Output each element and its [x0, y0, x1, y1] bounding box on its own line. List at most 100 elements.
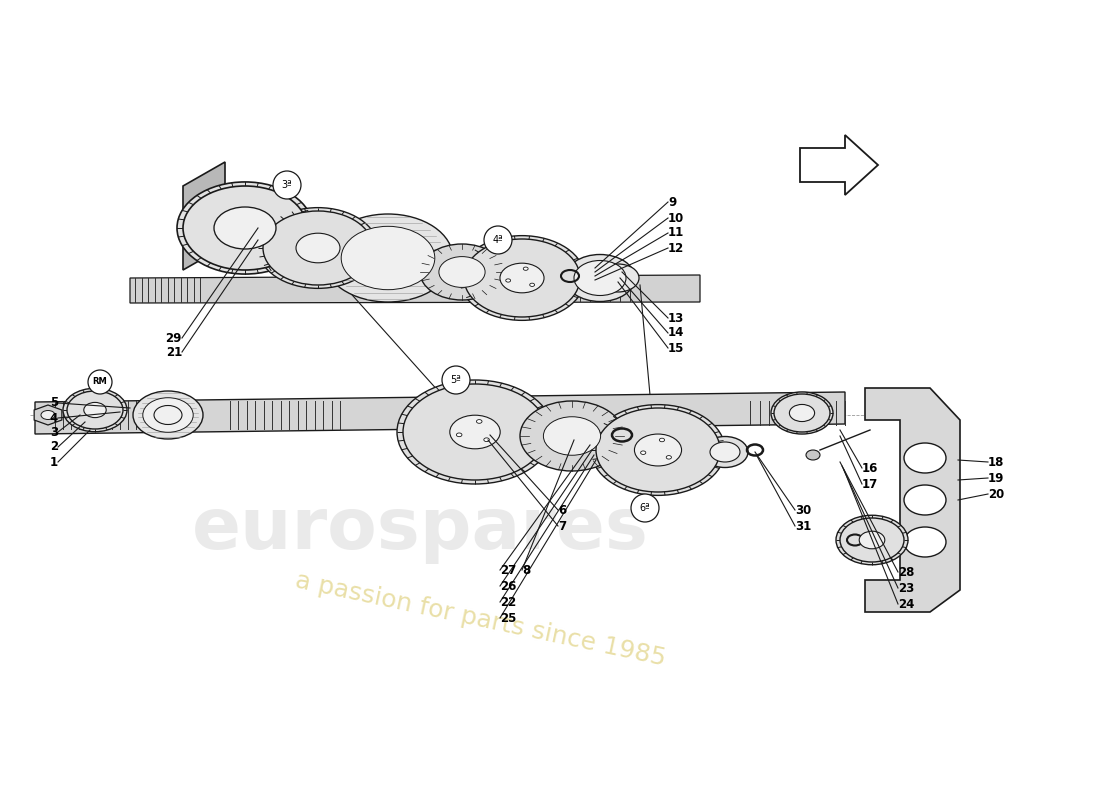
Ellipse shape [774, 394, 830, 432]
Text: 6ª: 6ª [640, 503, 650, 513]
Text: 26: 26 [500, 579, 516, 593]
Ellipse shape [597, 264, 639, 292]
Circle shape [273, 171, 301, 199]
Text: 20: 20 [988, 487, 1004, 501]
Polygon shape [34, 405, 62, 425]
Ellipse shape [506, 279, 510, 282]
Ellipse shape [258, 208, 378, 288]
Text: 14: 14 [668, 326, 684, 339]
Text: 12: 12 [668, 242, 684, 254]
Ellipse shape [67, 391, 123, 429]
Text: 4ª: 4ª [493, 235, 504, 245]
Circle shape [88, 370, 112, 394]
Polygon shape [865, 388, 960, 612]
Ellipse shape [710, 442, 740, 462]
Text: 1: 1 [50, 455, 58, 469]
Text: 29: 29 [166, 331, 182, 345]
Circle shape [442, 366, 470, 394]
Text: 27: 27 [500, 563, 516, 577]
Ellipse shape [702, 437, 748, 467]
Ellipse shape [840, 518, 904, 562]
Text: 21: 21 [166, 346, 182, 358]
Ellipse shape [667, 455, 671, 459]
Ellipse shape [520, 401, 624, 471]
Ellipse shape [904, 485, 946, 515]
Ellipse shape [403, 384, 547, 480]
Ellipse shape [341, 226, 434, 290]
Ellipse shape [476, 420, 482, 423]
Text: 3ª: 3ª [282, 180, 293, 190]
Ellipse shape [177, 182, 314, 274]
Ellipse shape [640, 451, 646, 454]
Ellipse shape [859, 531, 884, 549]
Ellipse shape [484, 438, 490, 442]
Text: 11: 11 [668, 226, 684, 239]
Ellipse shape [323, 214, 453, 302]
Text: RM: RM [92, 378, 108, 386]
Text: eurospares: eurospares [191, 495, 648, 565]
Text: 17: 17 [862, 478, 878, 490]
Polygon shape [35, 392, 845, 434]
Text: 22: 22 [500, 595, 516, 609]
Ellipse shape [659, 438, 664, 442]
Ellipse shape [790, 405, 815, 422]
Text: 16: 16 [862, 462, 879, 474]
Ellipse shape [214, 207, 276, 249]
Ellipse shape [500, 263, 544, 293]
Text: 28: 28 [898, 566, 914, 578]
Text: 25: 25 [500, 611, 516, 625]
Text: 31: 31 [795, 519, 812, 533]
Text: 5ª: 5ª [451, 375, 461, 385]
Ellipse shape [806, 450, 820, 460]
Text: 10: 10 [668, 211, 684, 225]
Ellipse shape [565, 254, 635, 302]
Ellipse shape [464, 239, 580, 317]
Ellipse shape [459, 236, 585, 320]
Ellipse shape [524, 267, 528, 270]
Circle shape [631, 494, 659, 522]
Ellipse shape [596, 408, 720, 492]
Circle shape [484, 226, 512, 254]
Ellipse shape [84, 402, 107, 418]
Text: 13: 13 [668, 311, 684, 325]
Ellipse shape [836, 515, 908, 565]
Polygon shape [183, 162, 226, 270]
Text: 8: 8 [522, 563, 530, 577]
Text: 19: 19 [988, 471, 1004, 485]
Ellipse shape [397, 380, 553, 484]
Ellipse shape [183, 186, 307, 270]
Text: 24: 24 [898, 598, 914, 610]
Ellipse shape [143, 398, 194, 432]
Text: 3: 3 [50, 426, 58, 438]
Ellipse shape [543, 417, 601, 455]
Ellipse shape [904, 527, 946, 557]
Ellipse shape [296, 234, 340, 262]
Ellipse shape [154, 406, 182, 425]
Text: a passion for parts since 1985: a passion for parts since 1985 [293, 569, 668, 671]
Ellipse shape [63, 388, 126, 432]
Ellipse shape [635, 434, 682, 466]
Ellipse shape [439, 257, 485, 287]
Ellipse shape [133, 391, 204, 439]
Text: 18: 18 [988, 455, 1004, 469]
Polygon shape [130, 275, 700, 303]
Ellipse shape [771, 392, 833, 434]
Ellipse shape [530, 283, 535, 286]
Text: 6: 6 [558, 503, 566, 517]
Ellipse shape [420, 244, 504, 300]
Ellipse shape [591, 405, 725, 495]
Text: 5: 5 [50, 397, 58, 410]
Ellipse shape [456, 433, 462, 437]
Ellipse shape [41, 410, 55, 419]
Ellipse shape [904, 443, 946, 473]
Text: 7: 7 [558, 519, 566, 533]
Ellipse shape [263, 211, 373, 285]
Text: 2: 2 [50, 441, 58, 454]
Text: 23: 23 [898, 582, 914, 594]
Text: 9: 9 [668, 195, 676, 209]
Text: 4: 4 [50, 411, 58, 425]
Text: 30: 30 [795, 503, 812, 517]
Ellipse shape [450, 415, 500, 449]
Ellipse shape [574, 261, 626, 295]
Polygon shape [800, 135, 878, 195]
